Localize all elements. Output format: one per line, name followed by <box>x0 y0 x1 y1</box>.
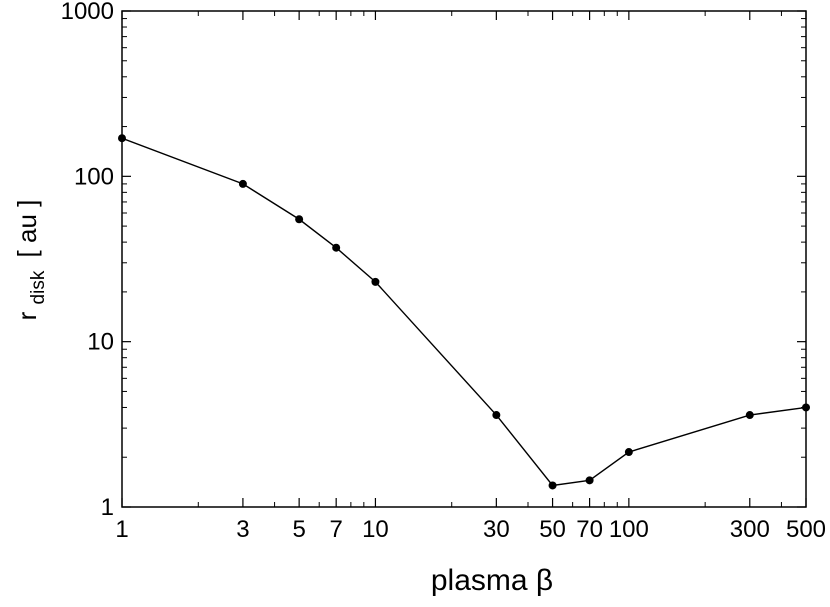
y-tick-label: 10 <box>87 329 114 356</box>
data-point <box>492 411 501 420</box>
data-point <box>332 243 341 252</box>
x-tick-label: 300 <box>730 516 770 543</box>
y-tick-label: 100 <box>74 163 114 190</box>
data-point <box>548 481 557 490</box>
data-point <box>624 448 633 457</box>
x-tick-label: 10 <box>362 516 389 543</box>
data-point <box>371 277 380 286</box>
y-axis-label-main: r <box>12 311 42 320</box>
data-point <box>585 476 594 485</box>
y-axis-label: r disk [ au ] <box>12 200 50 321</box>
y-tick-label: 1 <box>101 494 114 521</box>
data-point <box>295 215 304 224</box>
data-point <box>745 411 754 420</box>
plot-frame <box>121 10 807 508</box>
labels-group: plasma β r disk [ au ] <box>12 200 553 597</box>
x-tick-label: 5 <box>292 516 305 543</box>
series-group <box>118 134 810 490</box>
y-tick-label: 1000 <box>61 0 114 25</box>
y-axis-label-sub: disk <box>28 270 49 304</box>
data-point <box>802 403 810 412</box>
series-line <box>121 137 807 487</box>
data-point <box>238 179 247 188</box>
data-point <box>118 134 126 143</box>
x-tick-label: 50 <box>539 516 566 543</box>
x-tick-label: 100 <box>609 516 649 543</box>
axes-group <box>121 10 807 508</box>
x-tick-label: 1 <box>115 516 128 543</box>
x-tick-label: 3 <box>236 516 249 543</box>
x-axis-label: plasma β <box>431 564 553 597</box>
y-axis-label-unit: [ au ] <box>12 200 42 258</box>
x-tick-label: 7 <box>329 516 342 543</box>
x-tick-label: 70 <box>576 516 603 543</box>
x-tick-label: 30 <box>483 516 510 543</box>
x-tick-label: 500 <box>786 516 826 543</box>
